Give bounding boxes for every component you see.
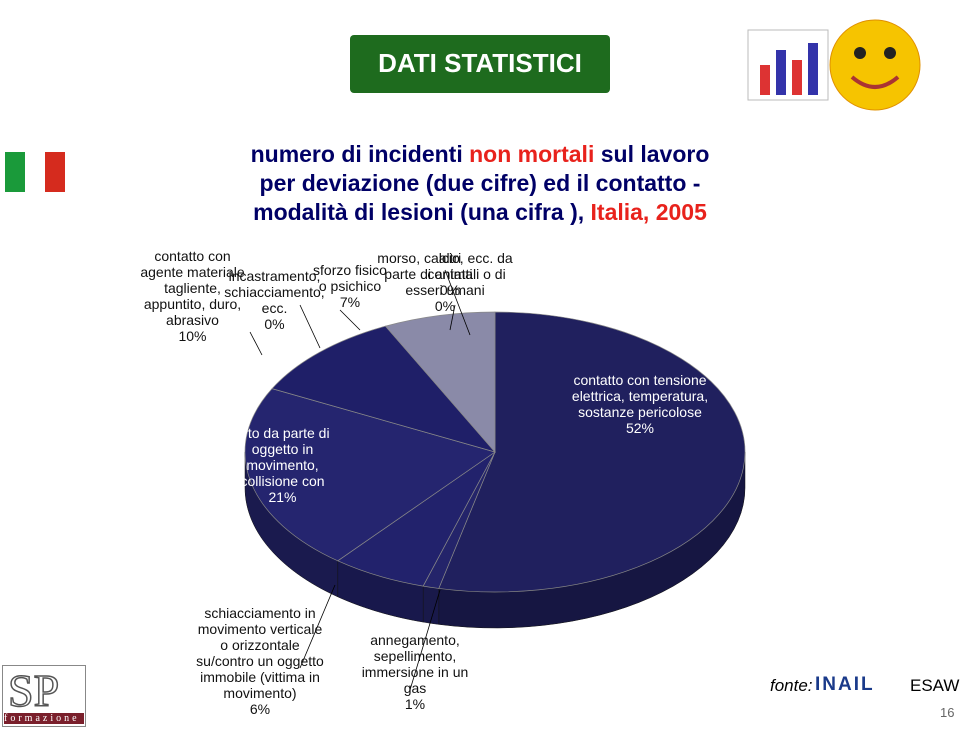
- slice-label: sforzo fisico o psichico 7%: [310, 262, 390, 310]
- slice-value: 0%: [264, 316, 285, 332]
- leader-line: [249, 331, 263, 356]
- slice-value: 52%: [625, 420, 655, 436]
- source-name: ESAW: [910, 676, 960, 695]
- slice-name: schiacciamento in movimento verticale o …: [196, 605, 324, 701]
- leader-line: [299, 304, 321, 349]
- slice-value: 10%: [178, 328, 207, 344]
- slice: [384, 311, 496, 453]
- slice-name: annegamento, sepellimento, immersione in…: [361, 632, 469, 696]
- title-line: numero di incidenti non mortali sul lavo…: [170, 140, 790, 169]
- slice-name: contatto con agente materiale tagliente,…: [140, 248, 245, 328]
- slice-label: altri contatti 0%: [420, 250, 480, 298]
- page-number: 16: [940, 705, 955, 720]
- italy-flag: [5, 152, 65, 192]
- slice: [244, 388, 496, 562]
- source-label: fonte:: [770, 676, 813, 695]
- slice-value: 1%: [404, 696, 426, 712]
- leader-line: [444, 269, 471, 336]
- header-bar: [350, 35, 610, 93]
- title-part: sul lavoro: [594, 141, 710, 167]
- slice-label: morso, calcio, ecc. da parte di animali …: [370, 250, 520, 314]
- smiley-icon: [747, 19, 921, 111]
- slice-value: 6%: [249, 701, 271, 717]
- leader-line: [409, 589, 441, 691]
- title-line: per deviazione (due cifre) ed il contatt…: [170, 169, 790, 198]
- slice-name: sforzo fisico o psichico: [313, 262, 387, 294]
- slice-label: contatto con agente materiale tagliente,…: [140, 248, 245, 344]
- title-part: non mortali: [469, 141, 595, 167]
- logo-box: [2, 665, 86, 727]
- slice-label: incastramento, schiacciamento, ecc. 0%: [222, 268, 327, 332]
- slice-label: contatto con tensione elettrica, tempera…: [555, 372, 725, 436]
- slice-value: 21%: [268, 489, 297, 505]
- slice-name: altri contatti: [427, 250, 473, 282]
- slice-side: [422, 585, 440, 625]
- slice-label: urto da parte di oggetto in movimento, c…: [225, 425, 340, 505]
- slice: [271, 325, 497, 453]
- leader-line: [449, 304, 456, 331]
- source-logo: INAIL: [815, 674, 875, 695]
- slice-value: 0%: [434, 298, 456, 314]
- logo-sub: formazione: [4, 713, 84, 724]
- title-part: per deviazione (due cifre) ed il contatt…: [259, 170, 701, 196]
- slice-name: morso, calcio, ecc. da parte di animali …: [377, 250, 513, 298]
- slice-name: contatto con tensione elettrica, tempera…: [571, 372, 709, 420]
- slice-value: 7%: [339, 294, 361, 310]
- slice-name: urto da parte di oggetto in movimento, c…: [235, 425, 330, 489]
- title-line: modalità di lesioni (una cifra ), Italia…: [170, 198, 790, 227]
- title-part: modalità di lesioni (una cifra ),: [253, 199, 591, 225]
- leader-line: [299, 584, 336, 669]
- title-part: Italia, 2005: [590, 199, 707, 225]
- title-part: numero di incidenti: [250, 141, 470, 167]
- slice-label: annegamento, sepellimento, immersione in…: [355, 632, 475, 712]
- leader-line: [339, 309, 361, 331]
- slice-value: 0%: [439, 282, 461, 298]
- slice-name: incastramento, schiacciamento, ecc.: [224, 268, 325, 316]
- header-title: DATI STATISTICI: [378, 48, 582, 78]
- slice: [438, 311, 746, 593]
- slice-label: schiacciamento in movimento verticale o …: [195, 605, 325, 717]
- logo-text: SP: [7, 664, 60, 717]
- chart-title: numero di incidenti non mortali sul lavo…: [170, 140, 790, 227]
